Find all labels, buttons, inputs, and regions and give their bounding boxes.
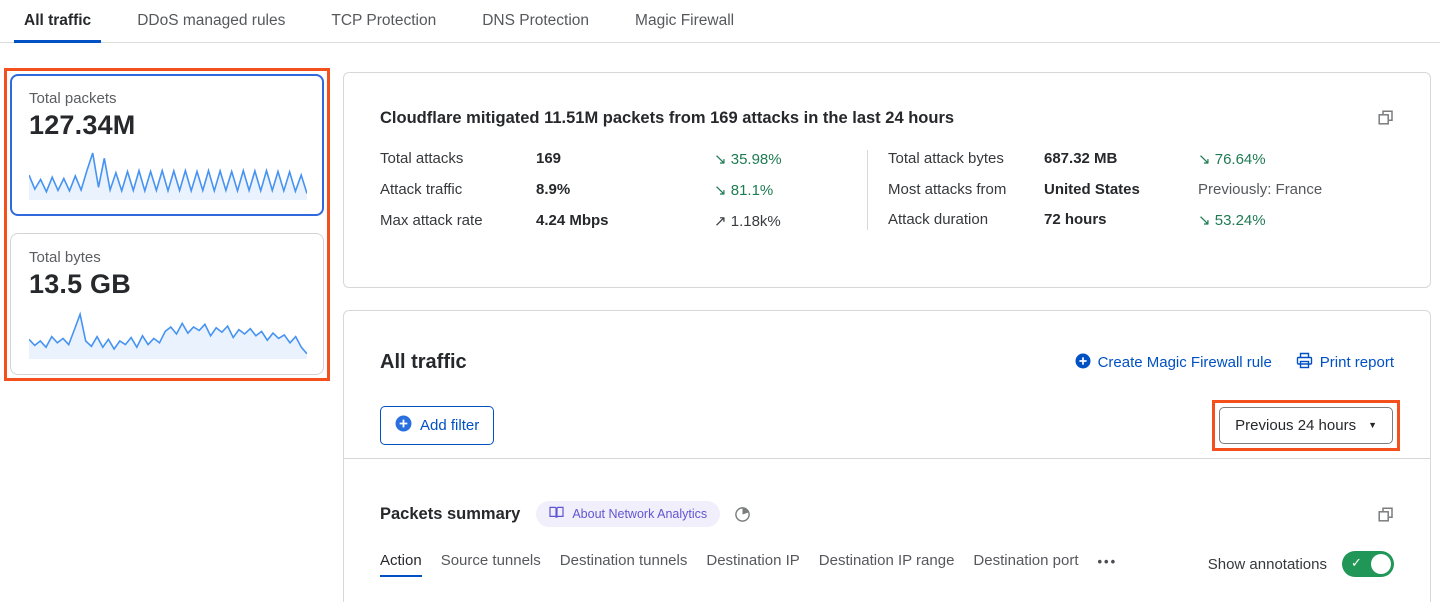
all-traffic-actions: Create Magic Firewall rule Print report [1075, 352, 1394, 373]
time-range-value: Previous 24 hours [1235, 417, 1357, 434]
sparkline-chart [28, 311, 308, 359]
about-network-analytics-badge[interactable]: About Network Analytics [536, 501, 721, 527]
copy-icon [1377, 110, 1394, 129]
more-tabs-button[interactable]: ••• [1097, 554, 1117, 575]
all-traffic-title: All traffic [380, 351, 467, 373]
toggle-knob [1371, 554, 1391, 574]
add-filter-button[interactable]: Add filter [380, 406, 495, 445]
stat-trend: ↘ 53.24% [1198, 212, 1266, 229]
top-tab-bar: All traffic DDoS managed rules TCP Protect… [0, 0, 1440, 43]
show-annotations-control: Show annotations ✓ [1208, 551, 1394, 577]
stat-value: 8.9% [536, 181, 571, 198]
stat-label: Max attack rate [380, 212, 483, 229]
check-icon: ✓ [1351, 555, 1362, 570]
summary-tab-source-tunnels[interactable]: Source tunnels [441, 552, 541, 577]
stat-value: 687.32 MB [1044, 150, 1118, 167]
top-tab-tcp-protection[interactable]: TCP Protection [321, 0, 446, 42]
summary-title: Cloudflare mitigated 11.51M packets from… [380, 109, 955, 127]
metric-card-title: Total bytes [29, 249, 101, 266]
book-icon [549, 506, 564, 522]
filter-row: Add filter Previous 24 hours ▼ [344, 374, 1430, 451]
attack-summary-panel: Cloudflare mitigated 11.51M packets from… [343, 72, 1431, 288]
show-annotations-label: Show annotations [1207, 555, 1327, 573]
summary-tab-destination-port[interactable]: Destination port [973, 552, 1078, 577]
stat-label: Attack duration [888, 211, 989, 228]
stat-trend: ↘ 76.64% [1198, 151, 1266, 168]
attack-stats-left-column: Total attacks 169 ↘ 35.98% Attack traffic 8.… [380, 150, 867, 230]
copy-icon [1377, 506, 1394, 526]
section-divider [344, 458, 1430, 459]
print-report-link[interactable]: Print report [1296, 352, 1394, 373]
plus-circle-icon [1075, 353, 1091, 373]
stat-value: United States [1044, 181, 1140, 198]
stat-value: 169 [536, 150, 562, 167]
top-tab-all-traffic[interactable]: All traffic [14, 0, 102, 43]
sampling-indicator-button[interactable] [734, 506, 751, 523]
copy-summary-button[interactable] [1377, 109, 1394, 126]
stat-label: Total attack bytes [888, 150, 1004, 167]
metric-card-title: Total packets [29, 90, 117, 107]
time-range-dropdown[interactable]: Previous 24 hours ▼ [1219, 407, 1393, 444]
stat-label: Total attacks [380, 150, 464, 167]
printer-icon [1296, 352, 1313, 373]
attack-stats-right-column: Total attack bytes 687.32 MB ↘ 76.64% Most … [888, 150, 1394, 230]
metric-card-total-bytes[interactable]: Total bytes 13.5 GB [10, 233, 324, 375]
metric-cards-highlight-box: Total packets 127.34M Total bytes 13.5 GB [4, 68, 330, 381]
summary-tab-destination-tunnels[interactable]: Destination tunnels [560, 552, 688, 577]
stats-divider [867, 150, 868, 230]
summary-panel-header: Cloudflare mitigated 11.51M packets from… [380, 109, 1394, 128]
badge-label: About Network Analytics [572, 507, 708, 521]
stat-label: Most attacks from [888, 181, 1007, 198]
stat-trend: Previously: France [1198, 181, 1323, 198]
plus-circle-icon [395, 415, 412, 436]
stat-value: 72 hours [1044, 211, 1107, 228]
top-tab-ddos-managed-rules[interactable]: DDoS managed rules [127, 0, 295, 42]
summary-tab-destination-ip[interactable]: Destination IP [706, 552, 799, 577]
print-report-label: Print report [1319, 354, 1394, 371]
time-range-highlight-box: Previous 24 hours ▼ [1212, 400, 1400, 451]
packets-summary-tabs: Action Source tunnels Destination tunnels D… [380, 552, 1097, 577]
metric-card-value: 13.5 GB [29, 269, 131, 299]
top-tab-magic-firewall[interactable]: Magic Firewall [625, 0, 744, 42]
stat-trend: ↘ 81.1% [714, 182, 774, 199]
all-traffic-panel: All traffic Create Magic Firewall rule P… [343, 310, 1431, 602]
metric-card-total-packets[interactable]: Total packets 127.34M [10, 74, 324, 216]
stat-value: 4.24 Mbps [536, 212, 609, 229]
copy-packets-summary-button[interactable] [1377, 506, 1394, 523]
add-filter-label: Add filter [420, 417, 480, 434]
stat-label: Attack traffic [380, 181, 463, 198]
packets-summary-tabs-row: Action Source tunnels Destination tunnels D… [344, 527, 1430, 577]
show-annotations-toggle[interactable]: ✓ [1342, 551, 1394, 577]
all-traffic-header: All traffic Create Magic Firewall rule P… [344, 311, 1430, 374]
packets-summary-title: Packets summary [380, 504, 521, 523]
sparkline-chart [28, 152, 308, 200]
top-tab-dns-protection[interactable]: DNS Protection [472, 0, 599, 42]
stat-trend: ↘ 35.98% [714, 151, 782, 168]
pie-chart-icon [734, 506, 751, 526]
packets-summary-header: Packets summary About Network Analytics [344, 459, 1430, 527]
attack-stats: Total attacks 169 ↘ 35.98% Attack traffic 8.… [380, 150, 1394, 230]
create-magic-firewall-rule-link[interactable]: Create Magic Firewall rule [1075, 353, 1272, 373]
summary-tab-action[interactable]: Action [380, 552, 422, 577]
metric-card-value: 127.34M [29, 110, 136, 140]
chevron-down-icon: ▼ [1368, 420, 1377, 430]
create-rule-label: Create Magic Firewall rule [1097, 354, 1272, 371]
summary-tab-destination-ip-range[interactable]: Destination IP range [819, 552, 955, 577]
stat-trend: ↗ 1.18k% [714, 213, 781, 230]
